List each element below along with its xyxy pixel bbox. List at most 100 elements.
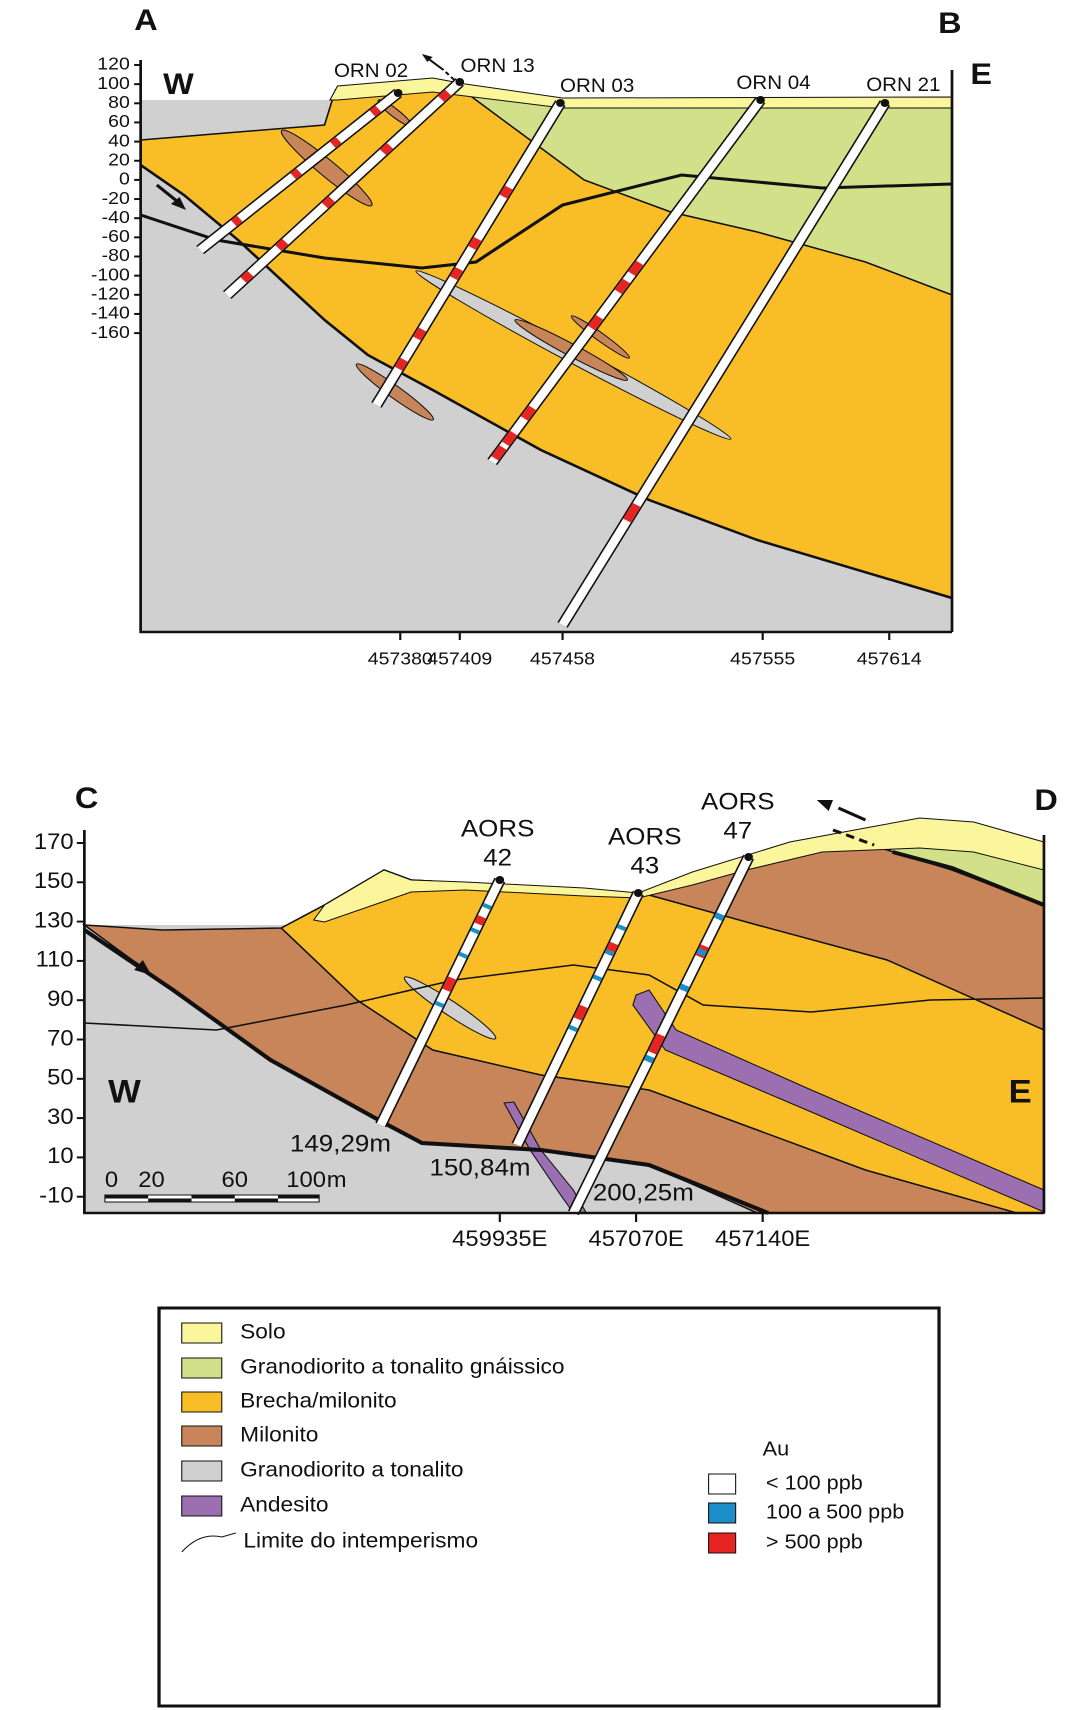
drill-hole-number: 42 [483,844,512,871]
legend-label: Solo [240,1319,285,1343]
corner-label: C [75,781,98,815]
corner-label: B [938,6,961,40]
y-tick-label: -80 [102,245,130,265]
collar [633,889,643,897]
scale-label: 60 [222,1167,248,1192]
y-tick-label: -160 [91,322,130,342]
drill-hole [224,79,463,298]
legend-label: Granodiorito a tonalito [240,1457,463,1481]
y-tick-label: 0 [119,168,130,188]
collar [495,876,505,884]
drill-hole [372,101,565,407]
section-cd-geology [81,800,1045,1215]
legend-label: Andesito [240,1492,328,1516]
assay-segment [458,951,469,959]
assay-segment [468,236,482,250]
assay-segment [275,238,289,251]
y-tick-label: 90 [47,986,73,1011]
assay-segment [442,981,454,992]
assay-segment [614,278,630,295]
x-coordinate: 457070E [588,1226,683,1251]
scale-label: 20 [138,1167,164,1192]
assay-segment [474,915,486,926]
frame-ab [139,60,954,634]
assay-segment [714,912,725,921]
y-tick-label: -140 [91,302,130,322]
depth-label: 149,29m [290,1130,391,1157]
depth-label: 200,25m [593,1179,694,1206]
drill-hole [558,101,889,627]
legend-label: > 500 ppb [766,1531,863,1553]
assay-segment [491,445,507,461]
assay-segment [628,260,644,277]
y-tick-label: -20 [102,187,130,207]
section-ab-geology [139,54,953,632]
x-coordinate: 457380 [368,648,433,668]
drill-hole-name: AORS [701,788,775,815]
drill-holes-ab [196,78,891,628]
assay-segment [604,949,615,957]
side-label: W [163,67,194,101]
assay-segment [587,314,604,331]
assay-segment [394,357,408,371]
collar [756,96,765,104]
legend-label: < 100 ppb [766,1472,863,1494]
collar [393,89,403,97]
assay-segment [470,927,480,935]
assay-segment [413,327,427,341]
scale-label: 100 [286,1167,326,1192]
drill-hole-number: 47 [723,817,752,844]
assay-segment [678,983,690,993]
y-tick-label: 150 [34,868,74,893]
drill-holes-cd [375,853,755,1216]
side-label: E [970,57,992,91]
assay-segment [520,405,537,421]
x-coordinate: 457140E [715,1226,810,1251]
assay-segment [648,1040,662,1055]
collar [455,78,465,86]
legend-label: 100 a 500 ppb [766,1501,904,1523]
y-tick-label: 110 [36,947,74,972]
assay-segment [623,502,641,523]
x-coordinate: 457614 [857,648,922,668]
y-tick-label: 20 [108,149,130,169]
assay-segment [438,89,452,102]
drill-hole-name: AORS [461,815,535,842]
assay-segment [321,196,335,209]
y-tick-label: 130 [34,907,74,932]
x-coordinate: 457458 [530,648,595,668]
assay-segment [379,143,394,156]
corner-label: A [134,3,157,37]
drill-hole-number: 43 [630,852,659,879]
collar [556,99,565,107]
assay-segment [696,947,707,957]
assay-segment [573,1009,586,1021]
legend-label: Limite do intemperismo [243,1528,478,1552]
assay-segment [369,105,382,117]
assay-segment [616,924,627,932]
y-tick-label: 80 [108,92,130,112]
drill-hole-label: ORN 04 [736,73,810,94]
y-tick-label: -40 [102,207,130,227]
assay-segment [643,1054,655,1064]
depth-label: 150,84m [429,1154,530,1181]
y-tick-label: 30 [47,1104,73,1129]
assay-segment [230,215,243,227]
legend-label: Milonito [240,1422,318,1446]
assay-segment [606,941,618,953]
legend-label: Granodiorito a tonalito gnáissico [240,1354,564,1378]
side-label: E [1009,1075,1032,1111]
x-coordinate: 457555 [730,648,795,668]
frame-cd [83,830,1046,1215]
y-tick-label: 50 [47,1064,73,1089]
y-tick-label: 120 [97,53,130,73]
collar [744,853,753,861]
assay-segment [499,185,513,199]
assay-segment [329,137,342,148]
legend-title: Au [763,1438,789,1460]
collar [880,99,890,107]
drill-hole-label: ORN 02 [334,61,408,82]
y-tick-label: -120 [91,283,130,303]
